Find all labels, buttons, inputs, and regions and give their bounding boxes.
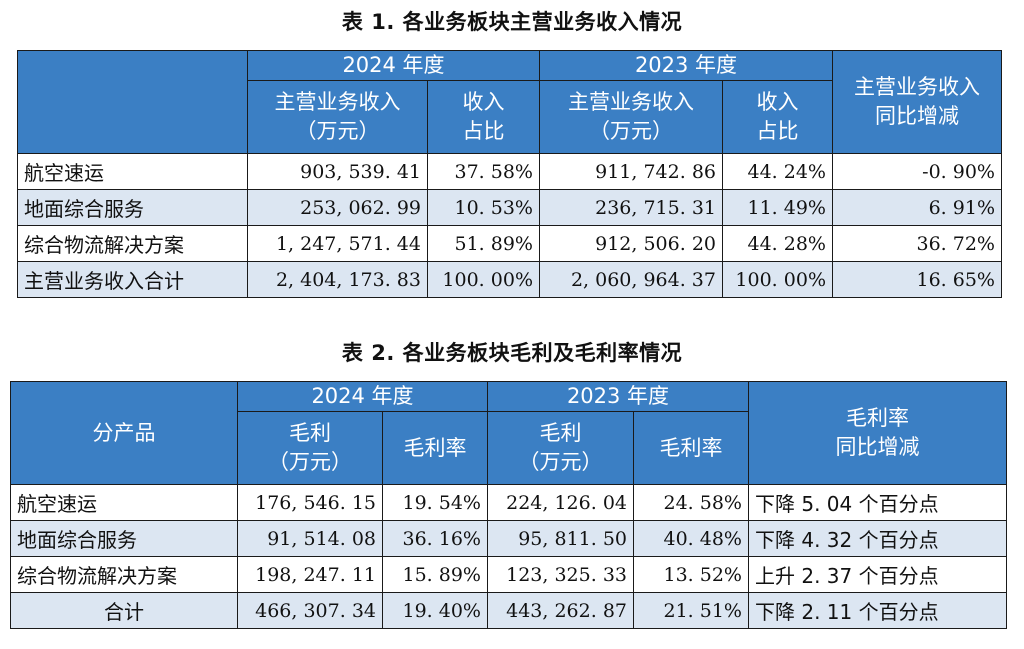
- yoy-cell: 36. 72%: [832, 225, 1002, 262]
- row-label: 地面综合服务: [10, 520, 238, 557]
- table1-yoy-header: 主营业务收入 同比增减: [832, 50, 1002, 154]
- gp-2024-cell: 466, 307. 34: [237, 592, 383, 629]
- table2-row-ground-services: 地面综合服务 91, 514. 08 36. 16% 95, 811. 50 4…: [10, 520, 1007, 557]
- table2-gp-2023-line1: 毛利: [539, 421, 582, 445]
- table2-margin-change-line1: 毛利率: [846, 406, 909, 430]
- share-2024-cell: 51. 89%: [427, 225, 540, 262]
- yoy-cell: 16. 65%: [832, 261, 1002, 298]
- table1-yoy-header-line2: 同比增减: [875, 104, 959, 128]
- table1-revenue-2024-header: 主营业务收入 （万元）: [247, 80, 428, 154]
- table1-share-2024-line1: 收入: [462, 90, 505, 114]
- share-2023-cell: 44. 24%: [722, 153, 833, 190]
- table2-gp-2024-line2: （万元）: [268, 450, 352, 474]
- share-2023-cell: 44. 28%: [722, 225, 833, 262]
- row-label: 综合物流解决方案: [10, 556, 238, 593]
- gp-2024-cell: 198, 247. 11: [237, 556, 383, 593]
- revenue-2024-cell: 1, 247, 571. 44: [247, 225, 428, 262]
- table2-margin-change-header: 毛利率 同比增减: [748, 381, 1007, 485]
- table2-product-header: 分产品: [10, 381, 238, 485]
- gp-2024-cell: 176, 546. 15: [237, 484, 383, 521]
- row-label: 合计: [10, 592, 238, 629]
- table2-gp-2023-line2: （万元）: [518, 450, 603, 474]
- row-label: 航空速运: [17, 153, 248, 190]
- table1-year-2024-header: 2024 年度: [247, 50, 540, 81]
- margin-2023-cell: 40. 48%: [633, 520, 749, 557]
- row-label: 主营业务收入合计: [17, 261, 248, 298]
- yoy-cell: 6. 91%: [832, 189, 1002, 226]
- table1-revenue-2023-line1: 主营业务收入: [568, 90, 694, 114]
- table1-share-2023-line1: 收入: [756, 90, 799, 114]
- table1-revenue-2024-line2: （万元）: [295, 119, 380, 143]
- table1-yoy-header-line1: 主营业务收入: [854, 75, 980, 99]
- margin-change-cell: 下降 2. 11 个百分点: [748, 592, 1007, 629]
- table2-margin-2023-header: 毛利率: [633, 411, 749, 485]
- table2-margin-change-line2: 同比增减: [835, 435, 920, 459]
- table2-gp-2024-header: 毛利 （万元）: [237, 411, 383, 485]
- margin-2024-cell: 19. 40%: [382, 592, 488, 629]
- table1-row-total: 主营业务收入合计 2, 404, 173. 83 100. 00% 2, 060…: [17, 261, 1002, 298]
- table1-share-2023-header: 收入 占比: [722, 80, 833, 154]
- gp-2023-cell: 443, 262. 87: [487, 592, 634, 629]
- table2-year-2023-header: 2023 年度: [487, 381, 749, 412]
- row-label: 综合物流解决方案: [17, 225, 248, 262]
- table1-revenue-2023-line2: （万元）: [589, 119, 673, 143]
- table2-row-air-express: 航空速运 176, 546. 15 19. 54% 224, 126. 04 2…: [10, 484, 1007, 521]
- table1-share-2024-line2: 占比: [462, 119, 505, 143]
- share-2023-cell: 11. 49%: [722, 189, 833, 226]
- table1-share-2024-header: 收入 占比: [427, 80, 540, 154]
- margin-2024-cell: 15. 89%: [382, 556, 488, 593]
- table1-revenue-2024-line1: 主营业务收入: [274, 90, 401, 114]
- share-2024-cell: 10. 53%: [427, 189, 540, 226]
- table2-gp-2024-line1: 毛利: [289, 421, 331, 445]
- table1-row-ground-services: 地面综合服务 253, 062. 99 10. 53% 236, 715. 31…: [17, 189, 1002, 226]
- gross-profit-table: 分产品 2024 年度 2023 年度 毛利率 同比增减 毛利 （万元） 毛利率…: [10, 381, 1007, 629]
- margin-2024-cell: 19. 54%: [382, 484, 488, 521]
- row-label: 地面综合服务: [17, 189, 248, 226]
- gp-2024-cell: 91, 514. 08: [237, 520, 383, 557]
- revenue-2024-cell: 903, 539. 41: [247, 153, 428, 190]
- table2-row-total: 合计 466, 307. 34 19. 40% 443, 262. 87 21.…: [10, 592, 1007, 629]
- revenue-2024-cell: 253, 062. 99: [247, 189, 428, 226]
- revenue-2023-cell: 911, 742. 86: [539, 153, 723, 190]
- table1-caption: 表 1. 各业务板块主营业务收入情况: [341, 10, 683, 34]
- table2-row-logistics-solutions: 综合物流解决方案 198, 247. 11 15. 89% 123, 325. …: [10, 556, 1007, 593]
- table1-corner-header: [17, 50, 248, 154]
- revenue-2023-cell: 2, 060, 964. 37: [539, 261, 723, 298]
- table1-row-air-express: 航空速运 903, 539. 41 37. 58% 911, 742. 86 4…: [17, 153, 1002, 190]
- table1-share-2023-line2: 占比: [756, 119, 799, 143]
- share-2024-cell: 100. 00%: [427, 261, 540, 298]
- table2-year-2024-header: 2024 年度: [237, 381, 488, 412]
- yoy-cell: -0. 90%: [832, 153, 1002, 190]
- margin-change-cell: 上升 2. 37 个百分点: [748, 556, 1007, 593]
- margin-2024-cell: 36. 16%: [382, 520, 488, 557]
- margin-2023-cell: 24. 58%: [633, 484, 749, 521]
- margin-change-cell: 下降 4. 32 个百分点: [748, 520, 1007, 557]
- table1-revenue-2023-header: 主营业务收入 （万元）: [539, 80, 723, 154]
- gp-2023-cell: 123, 325. 33: [487, 556, 634, 593]
- table2-caption: 表 2. 各业务板块毛利及毛利率情况: [341, 341, 683, 365]
- margin-2023-cell: 13. 52%: [633, 556, 749, 593]
- table2-gp-2023-header: 毛利 （万元）: [487, 411, 634, 485]
- table1-row-logistics-solutions: 综合物流解决方案 1, 247, 571. 44 51. 89% 912, 50…: [17, 225, 1002, 262]
- gp-2023-cell: 95, 811. 50: [487, 520, 634, 557]
- share-2023-cell: 100. 00%: [722, 261, 833, 298]
- share-2024-cell: 37. 58%: [427, 153, 540, 190]
- margin-change-cell: 下降 5. 04 个百分点: [748, 484, 1007, 521]
- table2-margin-2024-header: 毛利率: [382, 411, 488, 485]
- row-label: 航空速运: [10, 484, 238, 521]
- gp-2023-cell: 224, 126. 04: [487, 484, 634, 521]
- revenue-2023-cell: 236, 715. 31: [539, 189, 723, 226]
- margin-2023-cell: 21. 51%: [633, 592, 749, 629]
- revenue-2023-cell: 912, 506. 20: [539, 225, 723, 262]
- revenue-table: 2024 年度 2023 年度 主营业务收入 同比增减 主营业务收入 （万元） …: [17, 50, 1002, 298]
- revenue-2024-cell: 2, 404, 173. 83: [247, 261, 428, 298]
- table1-year-2023-header: 2023 年度: [539, 50, 833, 81]
